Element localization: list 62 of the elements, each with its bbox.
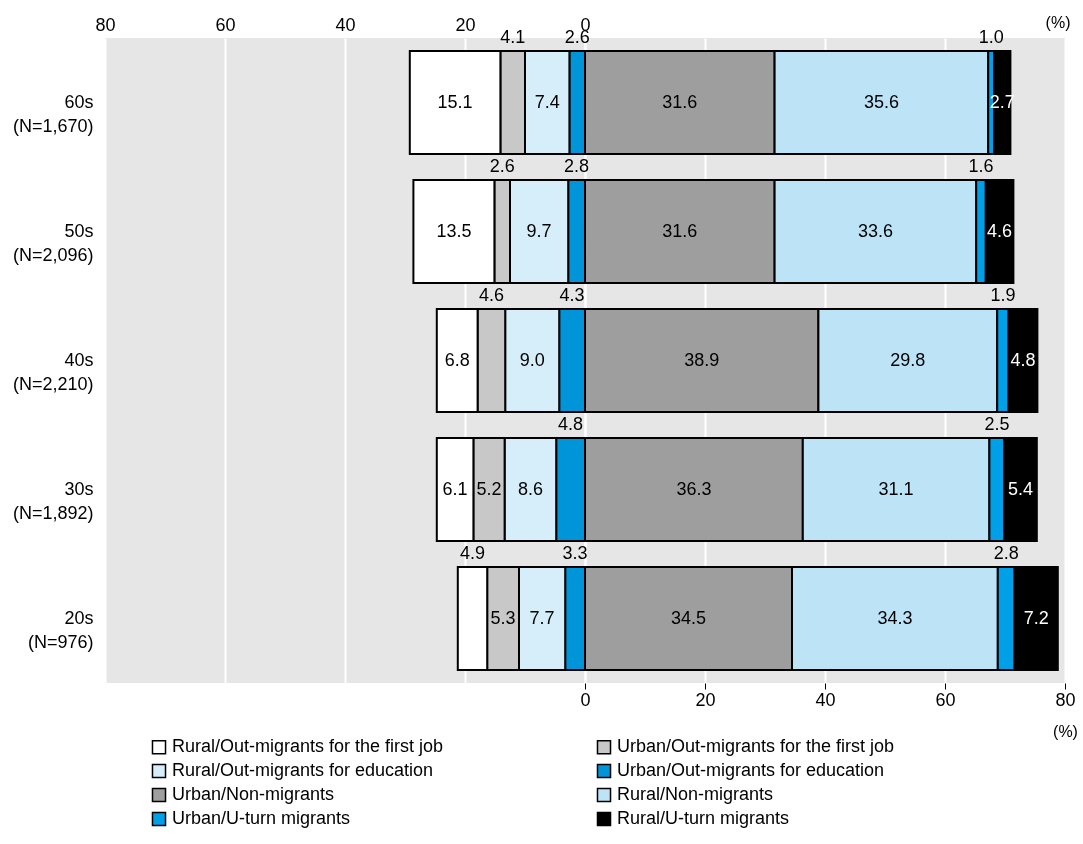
x2-tick-label: 60	[215, 14, 236, 35]
x-tick-label: 20	[695, 689, 716, 710]
data-label: 2.8	[993, 542, 1019, 563]
x-tick-label: 40	[815, 689, 836, 710]
x2-tick-label: 20	[455, 14, 476, 35]
data-label: 7.4	[534, 91, 560, 112]
data-label: 33.6	[857, 220, 893, 241]
data-label: 1.6	[968, 155, 994, 176]
y-tick-label: 20s (N=976)	[27, 607, 94, 652]
data-label: 2.8	[564, 155, 590, 176]
data-label: 34.5	[670, 607, 707, 628]
data-label: 4.1	[500, 26, 526, 47]
y-tick-label: 50s (N=2,096)	[12, 220, 94, 265]
data-label: 15.1	[437, 91, 473, 112]
data-label: 2.5	[984, 413, 1010, 434]
data-label: 6.8	[444, 349, 470, 370]
legend-label: Urban/Non-migrants	[172, 784, 335, 804]
y-tick-label: 30s (N=1,892)	[12, 478, 94, 523]
x-tick-label: 80	[1055, 689, 1076, 710]
x-tick-label: 60	[935, 689, 956, 710]
legend-label: Urban/U-turn migrants	[172, 808, 351, 828]
data-label: 7.2	[1023, 607, 1049, 628]
data-label: 4.6	[478, 284, 504, 305]
x-axis-title: (%)	[1053, 722, 1078, 740]
data-label: 5.3	[490, 607, 516, 628]
x-tick-label: 0	[580, 689, 591, 710]
data-label: 4.9	[459, 542, 486, 563]
data-label: 6.1	[442, 478, 468, 499]
data-label: 9.7	[526, 220, 552, 241]
data-label: 5.4	[1008, 478, 1034, 499]
x2-tick-label: 80	[95, 14, 116, 35]
legend-label: Rural/Non-migrants	[617, 784, 774, 804]
data-label: 8.6	[517, 478, 543, 499]
y-tick-label: 40s (N=2,210)	[12, 349, 94, 394]
data-label: 35.6	[863, 91, 899, 112]
legend-label: Rural/U-turn migrants	[617, 808, 790, 828]
data-label: 31.1	[878, 478, 914, 499]
legend-label: Urban/Out-migrants for education	[617, 760, 885, 780]
legend-label: Rural/Out-migrants for the first job	[172, 736, 444, 757]
data-label: 29.8	[890, 349, 926, 370]
data-label: 4.8	[558, 413, 584, 434]
data-label: 34.3	[877, 607, 913, 628]
data-label: 13.5	[436, 220, 472, 241]
data-label: 3.3	[562, 542, 588, 563]
legend-label: Rural/Out-migrants for education	[172, 760, 434, 780]
data-label: 1.9	[990, 284, 1016, 305]
data-label: 5.2	[476, 478, 502, 499]
y-tick-label: 60s (N=1,670)	[12, 91, 94, 136]
x2-axis-title: (%)	[1045, 13, 1071, 31]
data-label: 7.7	[529, 607, 555, 628]
data-label: 31.6	[662, 220, 698, 241]
data-label: 2.6	[489, 155, 515, 176]
data-label: 36.3	[676, 478, 712, 499]
data-label: 38.9	[684, 349, 720, 370]
data-label: 9.0	[519, 349, 545, 370]
data-label: 31.6	[662, 91, 698, 112]
legend-label: Urban/Out-migrants for the first job	[617, 736, 895, 757]
data-label: 4.6	[987, 220, 1013, 241]
data-label: 4.3	[559, 284, 585, 305]
data-label: 1.0	[978, 26, 1004, 47]
data-label: 4.8	[1010, 349, 1036, 370]
x2-tick-label: 40	[335, 14, 356, 35]
